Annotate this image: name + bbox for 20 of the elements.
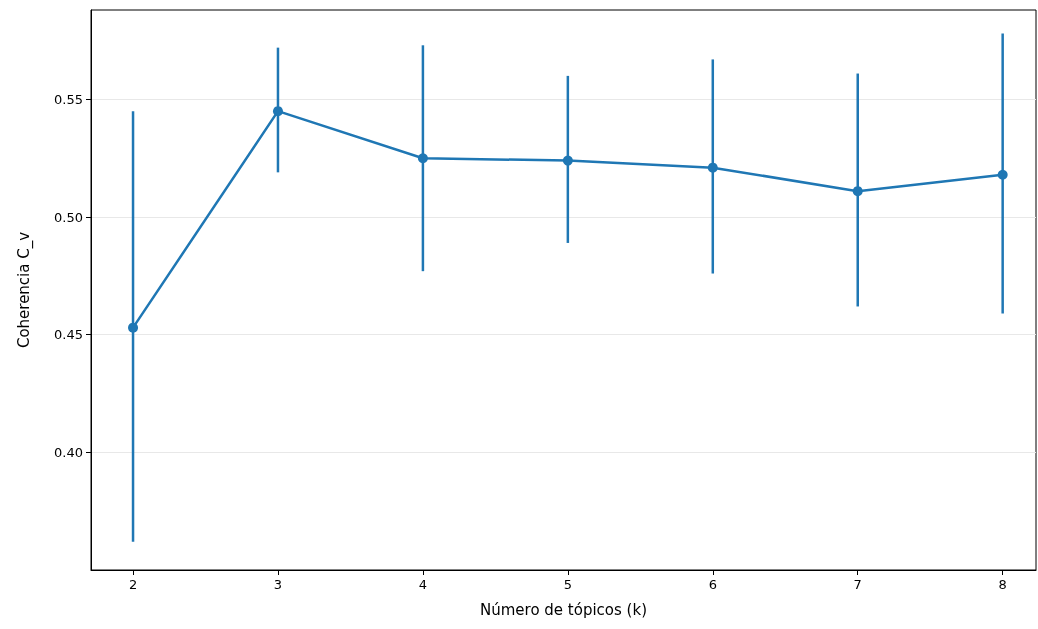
x-tick-label: 7	[853, 577, 862, 592]
point	[417, 153, 428, 164]
x-tick-label: 3	[273, 577, 283, 592]
x-tick-label: 5	[563, 577, 572, 592]
y-tick-label: 0.40	[54, 444, 83, 460]
y-tick-label: 0.55	[54, 91, 83, 107]
x-tick-label: 8	[998, 577, 1007, 592]
point	[128, 322, 139, 333]
y-axis-title: Coherencia C_v	[14, 231, 34, 349]
point	[852, 186, 863, 197]
x-tick-label: 4	[418, 577, 428, 592]
point	[997, 169, 1008, 180]
x-tick-label: 6	[708, 577, 717, 592]
y-tick-label: 0.45	[54, 327, 83, 343]
y-tick-label: 0.50	[54, 209, 83, 225]
point	[707, 162, 718, 173]
point	[562, 155, 573, 166]
point	[272, 106, 283, 117]
x-tick-label: 2	[128, 577, 138, 592]
x-axis-title: Número de tópicos (k)	[479, 600, 648, 619]
